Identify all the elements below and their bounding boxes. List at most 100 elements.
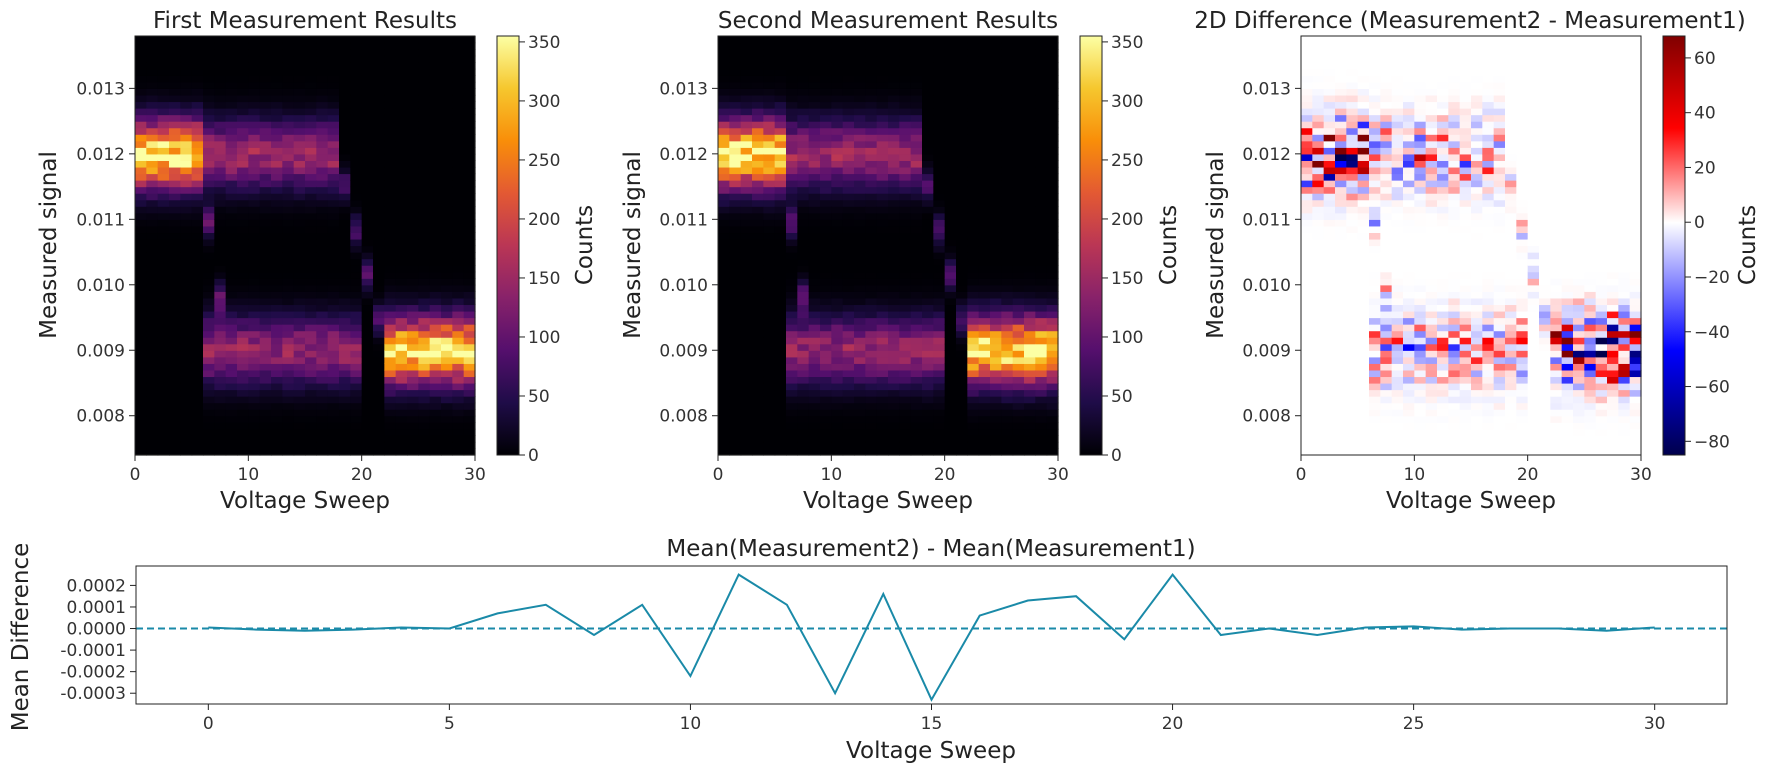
heatmap-cell [910, 265, 923, 273]
heatmap-cell [463, 343, 476, 351]
heatmap-cell [282, 101, 295, 109]
heatmap-cell [763, 114, 776, 122]
heatmap-cell [407, 324, 419, 332]
heatmap-cell [967, 271, 980, 279]
heatmap-cell [1403, 127, 1415, 135]
first-colorbar-label: Counts [572, 205, 598, 285]
heatmap-cell [1035, 62, 1048, 70]
heatmap-cell [203, 389, 215, 397]
heatmap-cell [339, 81, 351, 89]
heatmap-cell [729, 42, 742, 50]
heatmap-cell [1459, 396, 1472, 404]
heatmap-cell [820, 212, 832, 220]
heatmap-cell [361, 212, 374, 220]
heatmap-cell [373, 271, 385, 279]
heatmap-cell [214, 134, 227, 142]
heatmap-cell [888, 265, 900, 273]
heatmap-cell [910, 173, 923, 181]
heatmap-cell [910, 199, 923, 207]
heatmap-cell [1369, 363, 1381, 371]
heatmap-cell [1403, 258, 1415, 266]
heatmap-cell [967, 350, 980, 358]
heatmap-cell [1001, 337, 1014, 345]
heatmap-cell [429, 140, 442, 148]
heatmap-cell [259, 232, 272, 240]
heatmap-cell [452, 245, 465, 253]
heatmap-cell [373, 166, 385, 175]
heatmap-cell [899, 180, 912, 188]
y-tick-label: 0.008 [76, 407, 125, 427]
heatmap-cell [157, 134, 170, 142]
heatmap-cell [842, 94, 855, 103]
heatmap-cell [225, 402, 238, 410]
heatmap-cell [786, 435, 798, 443]
heatmap-cell [282, 134, 295, 142]
heatmap-cell [797, 422, 810, 430]
heatmap-cell [1346, 238, 1359, 247]
heatmap-cell [373, 42, 385, 50]
heatmap-cell [339, 134, 351, 142]
heatmap-cell [854, 265, 866, 273]
heatmap-cell [1301, 271, 1313, 279]
heatmap-cell [1012, 258, 1025, 266]
heatmap-cell [452, 193, 465, 201]
heatmap-cell [282, 81, 295, 89]
heatmap-cell [361, 114, 374, 122]
heatmap-cell [729, 140, 742, 148]
heatmap-cell [429, 435, 442, 443]
heatmap-cell [842, 252, 855, 260]
heatmap-cell [1471, 134, 1483, 142]
heatmap-cell [1391, 206, 1404, 214]
heatmap-cell [259, 304, 272, 312]
heatmap-cell [718, 62, 730, 70]
heatmap-cell [452, 101, 465, 109]
heatmap-cell [865, 94, 878, 103]
heatmap-cell [135, 232, 147, 240]
heatmap-cell [135, 428, 147, 436]
heatmap-cell [373, 304, 385, 312]
heatmap-cell [214, 42, 227, 50]
heatmap-cell [1403, 415, 1415, 423]
heatmap-cell [248, 382, 261, 391]
heatmap-cell [271, 310, 283, 319]
heatmap-cell [752, 422, 764, 430]
heatmap-cell [135, 310, 147, 319]
heatmap-cell [718, 324, 730, 332]
heatmap-cell [763, 127, 776, 135]
heatmap-cell [146, 369, 159, 378]
heatmap-cell [1448, 173, 1461, 181]
heatmap-cell [854, 134, 866, 142]
heatmap-cell [1414, 271, 1427, 279]
heatmap-cell [395, 297, 408, 306]
heatmap-cell [1312, 134, 1325, 142]
heatmap-cell [933, 284, 946, 292]
heatmap-cell [1448, 441, 1461, 450]
heatmap-cell [967, 363, 980, 371]
heatmap-cell [1012, 343, 1025, 351]
heatmap-cell [384, 271, 397, 279]
heatmap-cell [1414, 55, 1427, 63]
heatmap-cell [1414, 297, 1427, 306]
heatmap-cell [967, 245, 980, 253]
heatmap-cell [1312, 396, 1325, 404]
heatmap-cell [718, 225, 730, 234]
heatmap-cell [967, 219, 980, 227]
heatmap-cell [373, 369, 385, 378]
heatmap-cell [1301, 36, 1313, 44]
heatmap-cell [316, 180, 329, 188]
heatmap-cell [407, 369, 419, 378]
heatmap-cell [191, 376, 204, 384]
heatmap-cell [831, 212, 844, 220]
heatmap-cell [1035, 441, 1048, 450]
heatmap-cell [978, 49, 991, 57]
heatmap-cell [1024, 382, 1036, 391]
heatmap-cell [820, 435, 832, 443]
heatmap-cell [797, 389, 810, 397]
heatmap-cell [774, 356, 787, 364]
heatmap-cell [418, 212, 431, 220]
heatmap-cell [1437, 343, 1449, 351]
heatmap-cell [157, 402, 170, 410]
heatmap-cell [922, 350, 934, 358]
heatmap-cell [259, 114, 272, 122]
heatmap-cell [327, 134, 340, 142]
